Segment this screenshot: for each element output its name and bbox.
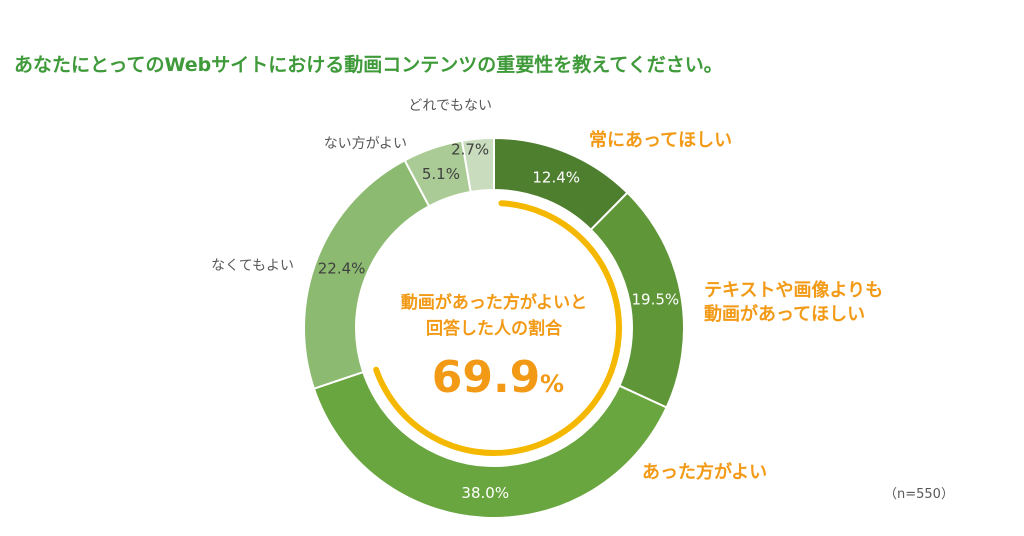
donut-slice bbox=[460, 136, 495, 194]
slice-value-label: 5.1% bbox=[422, 165, 460, 183]
slice-value-label: 2.7% bbox=[451, 141, 489, 159]
chart-title: あなたにとってのWebサイトにおける動画コンテンツの重要性を教えてください。 bbox=[14, 54, 723, 76]
highlight-arc bbox=[373, 200, 622, 456]
slice-category-label: あった方がよい bbox=[642, 461, 767, 483]
center-value: 69.9 bbox=[432, 352, 541, 403]
slice-value-label: 38.0% bbox=[461, 484, 509, 502]
slice-category-label: なくてもよい bbox=[211, 258, 294, 274]
center-unit: % bbox=[540, 370, 564, 398]
slice-category-label: 常にあってほしい bbox=[589, 129, 732, 151]
center-caption: 回答した人の割合 bbox=[426, 318, 563, 339]
slice-value-label: 22.4% bbox=[318, 259, 366, 277]
slice-category-label: テキストや画像よりも bbox=[704, 280, 883, 301]
slice-category-label: ない方がよい bbox=[324, 136, 407, 152]
slice-value-label: 12.4% bbox=[532, 168, 580, 186]
center-caption: 動画があった方がよいと bbox=[401, 292, 587, 313]
sample-size-note: （n=550） bbox=[884, 487, 954, 502]
slice-category-label: どれでもない bbox=[408, 98, 492, 114]
donut-slice bbox=[312, 370, 668, 519]
slice-category-label: 動画があってほしい bbox=[704, 303, 865, 325]
slice-value-label: 19.5% bbox=[632, 291, 680, 309]
